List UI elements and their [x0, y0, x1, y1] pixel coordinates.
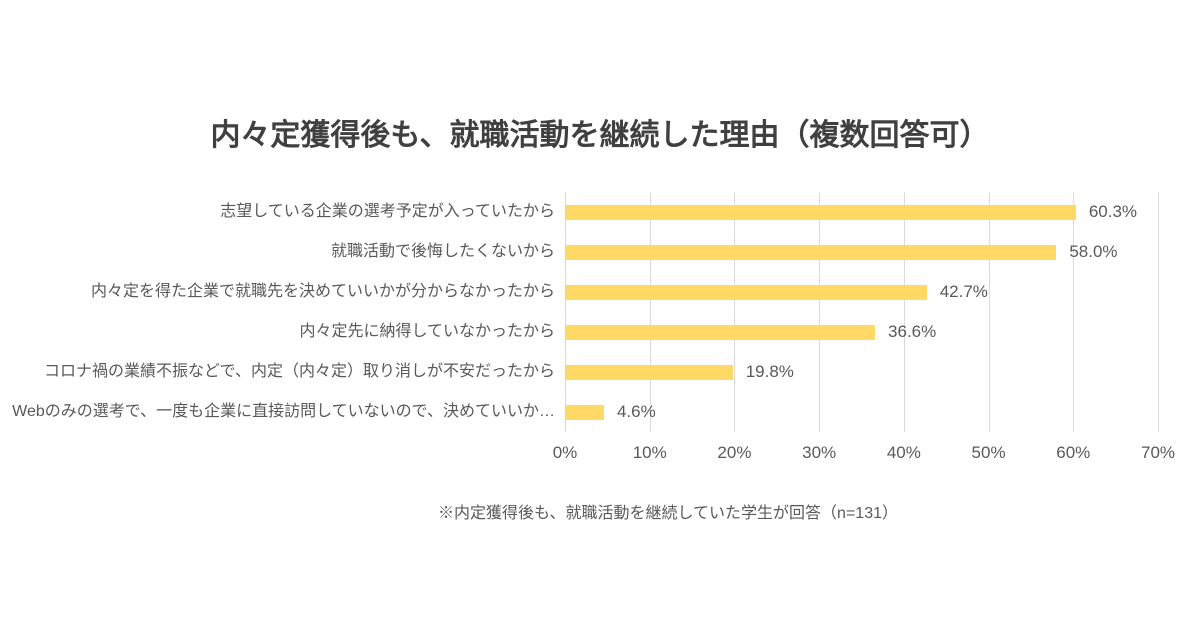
plot-area: 60.3% 58.0% 42.7% 36.6% 19.8% 4.6% [565, 192, 1159, 432]
bar-series: 60.3% 58.0% 42.7% 36.6% 19.8% 4.6% [565, 192, 1158, 432]
category-axis: 志望している企業の選考予定が入っていたから就職活動で後悔したくないから内々定を得… [0, 192, 555, 432]
bar [565, 404, 604, 420]
gridline [903, 192, 905, 432]
bar [565, 204, 1076, 220]
category-label: 内々定先に納得していなかったから [299, 323, 555, 340]
chart-title: 内々定獲得後も、就職活動を継続した理由（複数回答可） [210, 119, 990, 152]
category-label: Webのみの選考で、一度も企業に直接訪問していないので、決めていいか… [12, 403, 555, 420]
x-axis-tick-label: 50% [971, 443, 1006, 462]
footnote: ※内定獲得後も、就職活動を継続していた学生が回答（n=131） [438, 505, 898, 522]
value-label: 58.0% [1069, 242, 1118, 261]
bar-row: 60.3% [565, 192, 1158, 232]
x-axis-tick-label: 0% [552, 443, 578, 462]
bar [565, 364, 733, 380]
gridline [1158, 192, 1159, 432]
bar-row: 36.6% [565, 312, 1158, 352]
value-label: 36.6% [888, 322, 937, 341]
value-label: 42.7% [939, 282, 988, 301]
x-axis-tick-label: 10% [632, 443, 667, 462]
bar-row: 4.6% [565, 392, 1158, 432]
value-label: 19.8% [745, 362, 794, 381]
bar [565, 244, 1057, 260]
bar-row: 42.7% [565, 272, 1158, 312]
gridline [819, 192, 821, 432]
gridline [1073, 192, 1075, 432]
category-label: 内々定を得た企業で就職先を決めていいかが分からなかったから [90, 283, 555, 300]
x-axis-tick-label: 70% [1140, 443, 1176, 462]
bar [565, 284, 927, 300]
bar-row: 58.0% [565, 232, 1158, 272]
bar [565, 324, 876, 340]
gridline [734, 192, 736, 432]
x-axis-tick-label: 60% [1056, 443, 1091, 462]
x-axis-tick-label: 40% [886, 443, 921, 462]
x-axis-tick-label: 20% [717, 443, 752, 462]
value-label: 4.6% [616, 402, 656, 421]
gridline [649, 192, 651, 432]
category-label: コロナ禍の業績不振などで、内定（内々定）取り消しが不安だったから [43, 363, 555, 380]
value-label: 60.3% [1088, 202, 1138, 221]
gridlines [565, 192, 1159, 432]
gridline [988, 192, 990, 432]
x-axis-tick-label: 30% [802, 443, 837, 462]
gridline [565, 192, 566, 432]
bar-row: 19.8% [565, 352, 1158, 392]
x-axis: 0% 10% 20% 30% 40% 50% 60% 70% [553, 443, 1175, 467]
category-label: 志望している企業の選考予定が入っていたから [220, 203, 555, 220]
category-label: 就職活動で後悔したくないから [330, 243, 555, 260]
